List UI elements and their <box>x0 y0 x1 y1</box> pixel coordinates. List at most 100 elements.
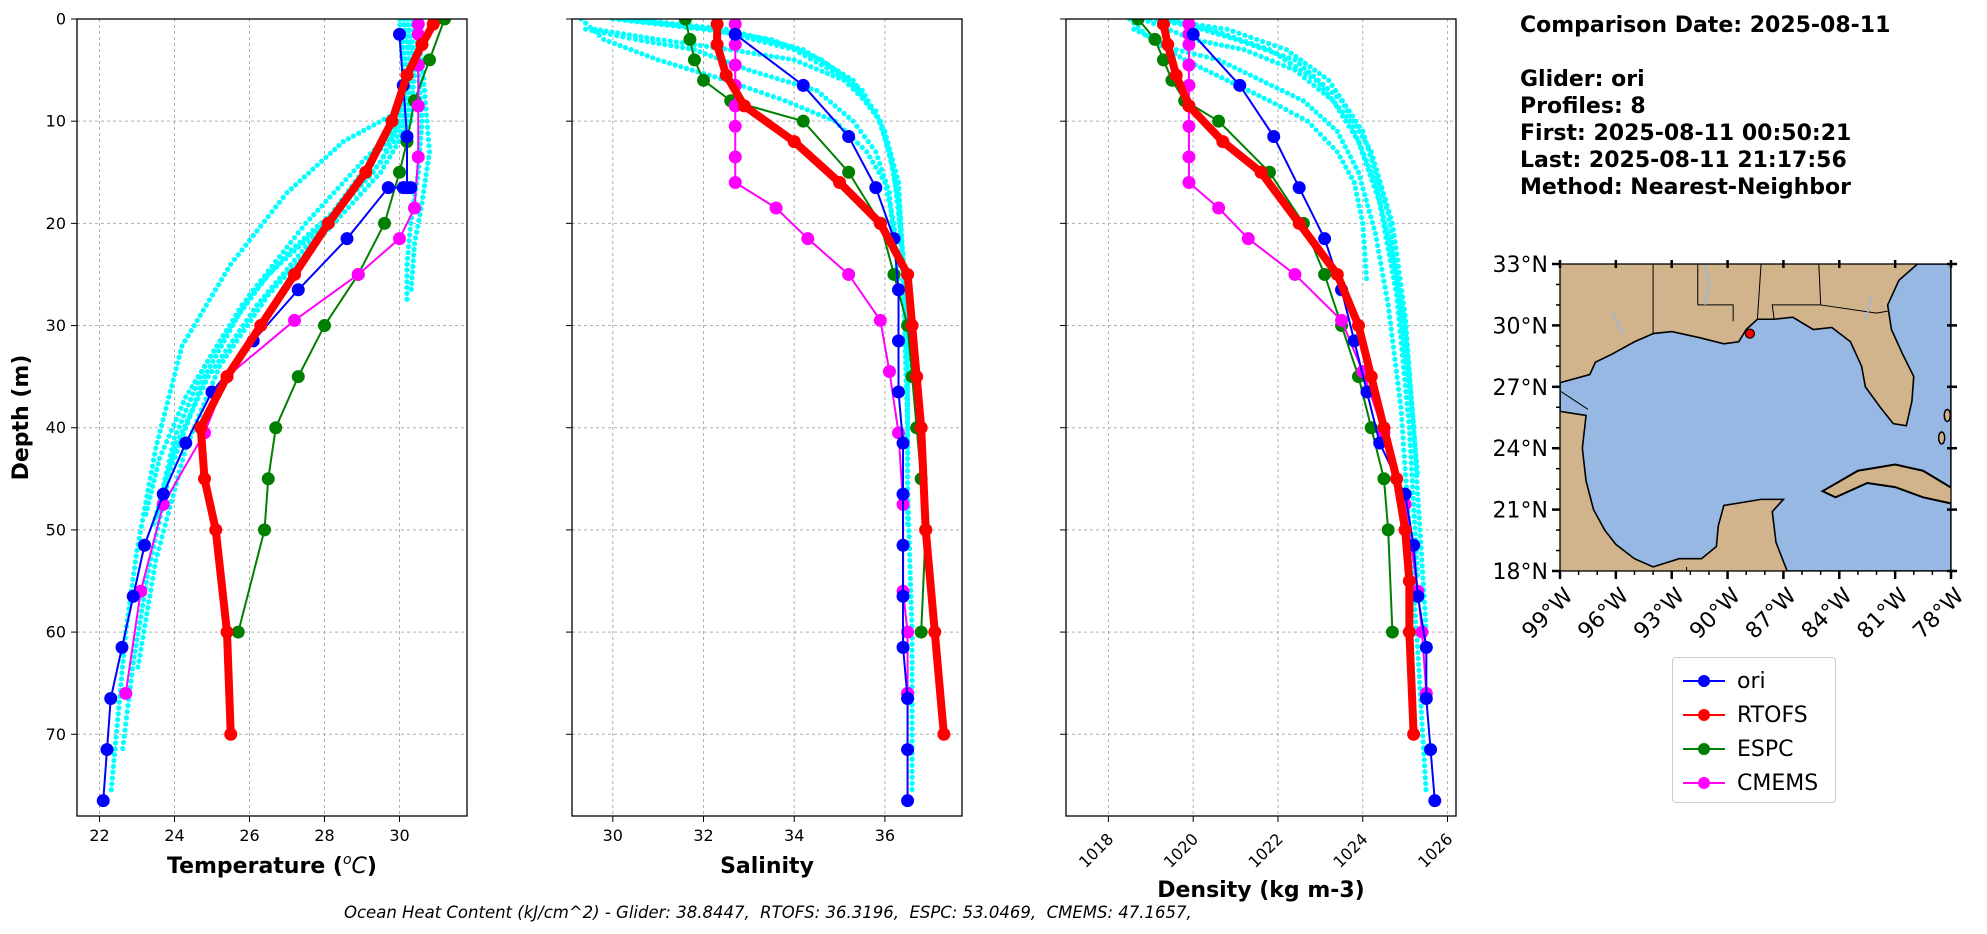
series-point-cmems <box>1182 19 1196 31</box>
raw-profile-point <box>1414 637 1420 643</box>
raw-profile-point <box>1422 617 1429 623</box>
raw-profile-point <box>1352 129 1358 135</box>
raw-profile-point <box>201 374 208 380</box>
series-point-cmems <box>873 313 887 327</box>
raw-profile-point <box>280 249 286 255</box>
raw-profile-point <box>410 258 416 264</box>
raw-profile-point <box>1176 19 1182 26</box>
raw-profile-point <box>1416 667 1422 673</box>
raw-profile-point <box>1348 174 1355 180</box>
raw-profile-point <box>401 123 407 129</box>
raw-profile-point <box>1384 231 1390 237</box>
raw-profile-point <box>650 55 656 61</box>
raw-profile-point <box>597 27 604 33</box>
raw-profile-point <box>121 733 127 739</box>
series-point-espc <box>1377 472 1391 486</box>
raw-profile-point <box>909 732 915 738</box>
raw-profile-point <box>366 125 372 131</box>
raw-profile-point <box>231 256 238 263</box>
legend-swatch-rtofs <box>1683 709 1725 721</box>
raw-profile-point <box>1382 196 1388 203</box>
raw-profile-point <box>123 721 129 727</box>
raw-profile-point <box>1410 419 1416 425</box>
raw-profile-point <box>909 677 915 684</box>
raw-profile-point <box>182 338 188 344</box>
x-tick-label: 22 <box>89 826 109 845</box>
raw-profile-point <box>345 136 351 142</box>
raw-profile-point <box>426 154 432 161</box>
raw-profile-point <box>652 19 658 25</box>
info-panel: Comparison Date: 2025-08-11 Glider: ori … <box>1520 12 1890 201</box>
raw-profile-point <box>224 333 230 339</box>
raw-profile-point <box>1356 203 1362 209</box>
raw-profile-point <box>886 146 892 152</box>
raw-profile-point <box>903 383 909 390</box>
series-point-espc <box>318 319 331 333</box>
raw-profile-point <box>1409 401 1415 407</box>
raw-profile-point <box>152 563 158 570</box>
raw-profile-point <box>1235 45 1241 52</box>
raw-profile-point <box>892 168 898 174</box>
raw-profile-point <box>1411 519 1418 525</box>
raw-profile-point <box>178 463 184 469</box>
raw-profile-point <box>1224 26 1230 32</box>
raw-profile-point <box>1415 497 1421 503</box>
raw-profile-point <box>1221 59 1227 66</box>
raw-profile-point <box>850 118 856 124</box>
series-point-espc <box>269 421 283 435</box>
raw-profile-point <box>1408 448 1414 454</box>
raw-profile-point <box>1286 65 1292 71</box>
raw-profile-point <box>845 74 851 80</box>
raw-profile-point <box>797 50 803 56</box>
raw-profile-point <box>808 64 814 70</box>
raw-profile-point <box>896 198 903 204</box>
raw-profile-point <box>909 756 915 762</box>
raw-profile-point <box>1305 101 1311 108</box>
raw-profile-point <box>1401 306 1407 312</box>
raw-profile-point <box>1177 54 1183 60</box>
raw-profile-point <box>188 328 194 334</box>
raw-profile-point <box>1361 152 1367 158</box>
raw-profile-point <box>1334 149 1340 155</box>
raw-profile-point <box>904 427 911 433</box>
series-point-rtofs <box>928 625 942 639</box>
series-point-ori <box>138 538 151 552</box>
raw-profile-point <box>758 89 765 96</box>
raw-profile-point <box>1299 115 1305 121</box>
raw-profile-point <box>116 705 122 711</box>
raw-profile-point <box>895 179 902 186</box>
series-point-ori <box>869 181 883 195</box>
raw-profile-point <box>1363 269 1369 276</box>
raw-profile-point <box>1199 26 1205 32</box>
comparison-date: Comparison Date: 2025-08-11 <box>1520 13 1891 38</box>
raw-profile-point <box>1417 679 1423 685</box>
raw-profile-point <box>879 124 885 130</box>
raw-profile-point <box>141 628 147 635</box>
series-point-ori <box>404 181 418 195</box>
map-lon-label: 93°W <box>1629 583 1690 644</box>
state-border <box>1771 264 1822 320</box>
raw-profile-point <box>1296 61 1303 67</box>
raw-profile-point <box>121 652 127 659</box>
raw-profile-point <box>1352 185 1359 191</box>
raw-profile-point <box>1301 75 1308 81</box>
raw-profile-point <box>1418 709 1424 715</box>
raw-profile-point <box>815 56 821 62</box>
raw-profile-point <box>1343 114 1349 120</box>
raw-profile-point <box>890 163 897 169</box>
raw-profile-point <box>1207 40 1213 46</box>
raw-profile-point <box>1402 472 1409 478</box>
raw-profile-point <box>108 787 114 793</box>
raw-profile-point <box>632 33 638 39</box>
raw-profile-point <box>1173 30 1179 36</box>
raw-profile-point <box>295 253 301 259</box>
raw-profile-point <box>661 37 667 43</box>
raw-profile-point <box>301 174 307 180</box>
raw-profile-point <box>832 103 838 109</box>
raw-profile-point <box>841 110 847 117</box>
raw-profile-point <box>173 366 179 372</box>
raw-profile-point <box>849 82 855 88</box>
raw-profile-point <box>1283 47 1290 53</box>
raw-profile-point <box>137 529 143 535</box>
raw-profile-point <box>109 775 115 781</box>
